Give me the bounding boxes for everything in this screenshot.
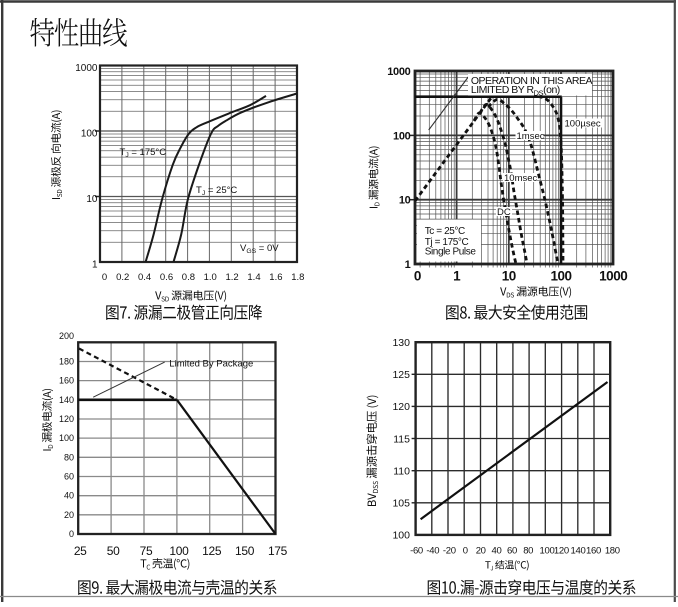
svg-text:80: 80	[523, 546, 533, 557]
svg-text:120: 120	[392, 401, 410, 413]
svg-text:140: 140	[59, 395, 74, 405]
svg-text:100: 100	[550, 269, 571, 284]
svg-text:1000: 1000	[599, 269, 627, 284]
svg-text:140: 140	[571, 546, 586, 557]
svg-text:TJ = 175°C: TJ = 175°C	[120, 147, 167, 159]
svg-text:110: 110	[393, 466, 410, 478]
svg-text:0: 0	[69, 529, 74, 539]
svg-text:VGS = 0V: VGS = 0V	[240, 243, 279, 255]
svg-text:1.2: 1.2	[225, 272, 238, 283]
svg-text:-60: -60	[410, 546, 423, 557]
svg-text:10: 10	[502, 269, 516, 284]
svg-text:180: 180	[605, 546, 620, 557]
svg-text:0.8: 0.8	[182, 272, 195, 283]
svg-text:105: 105	[392, 498, 410, 510]
svg-text:Single Pulse: Single Pulse	[425, 247, 477, 258]
svg-text:40: 40	[492, 546, 502, 557]
svg-text:100: 100	[81, 129, 98, 140]
svg-text:100: 100	[540, 546, 555, 557]
svg-text:125: 125	[202, 544, 222, 558]
svg-text:25: 25	[74, 544, 87, 558]
svg-text:1.6: 1.6	[269, 272, 282, 283]
svg-text:50: 50	[107, 544, 120, 558]
svg-text:100: 100	[59, 433, 74, 443]
svg-text:40: 40	[64, 491, 74, 501]
svg-text:1.8: 1.8	[291, 272, 304, 283]
svg-text:10: 10	[86, 194, 98, 205]
svg-text:0.4: 0.4	[138, 272, 151, 283]
svg-text:175: 175	[268, 544, 288, 558]
svg-text:Tj = 175°C: Tj = 175°C	[425, 237, 469, 248]
svg-text:75: 75	[140, 544, 153, 558]
svg-text:OPERATION IN THIS AREA: OPERATION IN THIS AREA	[471, 75, 593, 87]
svg-text:1: 1	[405, 259, 411, 271]
svg-text:120: 120	[59, 414, 74, 424]
svg-text:0: 0	[463, 546, 468, 557]
svg-text:115: 115	[393, 433, 410, 445]
svg-text:160: 160	[59, 376, 74, 386]
svg-text:100: 100	[392, 530, 410, 542]
svg-text:1: 1	[92, 260, 98, 271]
svg-text:1.0: 1.0	[204, 272, 217, 283]
svg-text:-20: -20	[443, 546, 456, 557]
svg-text:80: 80	[64, 452, 74, 462]
svg-text:Tc = 25°C: Tc = 25°C	[425, 226, 465, 237]
svg-text:150: 150	[235, 544, 255, 558]
svg-text:0: 0	[102, 272, 107, 283]
svg-text:180: 180	[59, 357, 74, 367]
svg-text:Limited By Package: Limited By Package	[169, 359, 253, 370]
svg-text:1000: 1000	[75, 63, 98, 74]
svg-text:0.2: 0.2	[116, 272, 129, 283]
svg-text:130: 130	[392, 337, 410, 349]
svg-text:125: 125	[392, 369, 410, 381]
svg-text:100: 100	[169, 544, 189, 558]
svg-text:10msec: 10msec	[504, 173, 538, 184]
svg-text:1.4: 1.4	[247, 272, 260, 283]
svg-text:200: 200	[59, 331, 74, 341]
svg-text:LIMITED BY RDS(on): LIMITED BY RDS(on)	[471, 84, 560, 98]
svg-text:100µsec: 100µsec	[565, 119, 601, 130]
svg-text:120: 120	[554, 546, 569, 557]
svg-text:-40: -40	[426, 546, 439, 557]
svg-text:1: 1	[453, 269, 461, 284]
svg-text:0: 0	[414, 269, 422, 284]
svg-text:100: 100	[393, 130, 411, 142]
svg-text:0.6: 0.6	[160, 272, 173, 283]
svg-text:1msec: 1msec	[517, 131, 545, 142]
svg-text:20: 20	[476, 546, 486, 557]
svg-text:20: 20	[64, 510, 74, 520]
svg-text:TJ = 25°C: TJ = 25°C	[196, 185, 237, 197]
svg-text:60: 60	[64, 472, 74, 482]
svg-text:1000: 1000	[387, 66, 410, 78]
svg-text:10: 10	[399, 195, 411, 207]
svg-text:60: 60	[507, 546, 517, 557]
svg-text:DC: DC	[497, 207, 511, 218]
svg-text:160: 160	[586, 546, 601, 557]
